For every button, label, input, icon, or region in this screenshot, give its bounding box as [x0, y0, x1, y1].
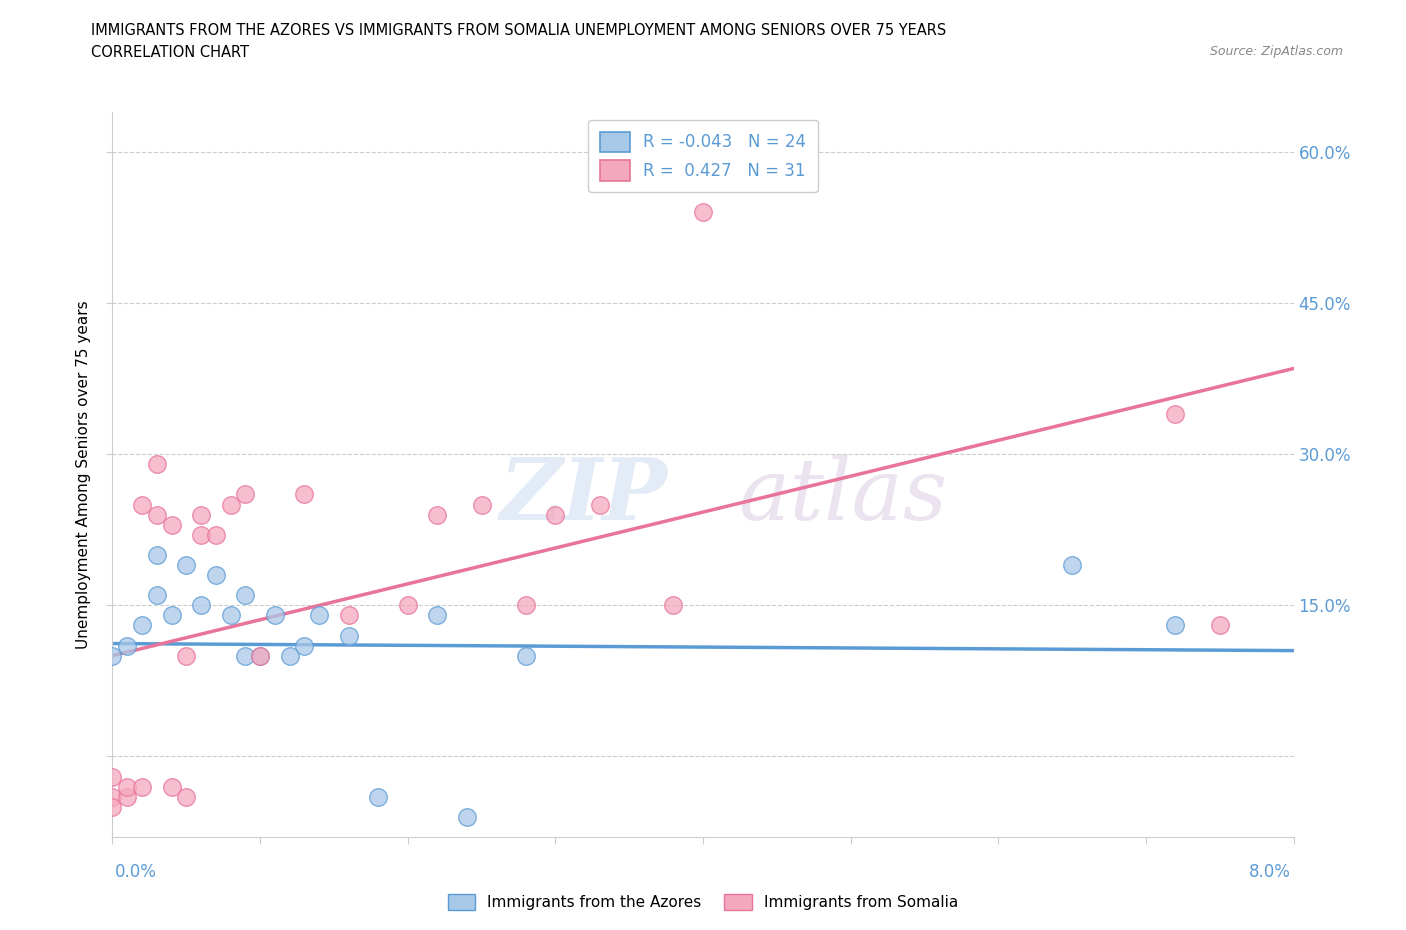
Text: CORRELATION CHART: CORRELATION CHART — [91, 45, 249, 60]
Point — [190, 527, 212, 542]
Point — [308, 608, 330, 623]
Point — [292, 638, 315, 653]
Point — [1208, 618, 1232, 633]
Point — [131, 498, 153, 512]
Point — [101, 648, 124, 663]
Point — [101, 769, 124, 784]
Point — [117, 790, 138, 804]
Text: atlas: atlas — [738, 455, 948, 538]
Point — [101, 790, 124, 804]
Point — [249, 648, 271, 663]
Point — [146, 457, 169, 472]
Point — [205, 527, 228, 542]
Point — [160, 517, 183, 532]
Point — [174, 648, 197, 663]
Point — [662, 598, 685, 613]
Text: ZIP: ZIP — [499, 455, 668, 538]
Point — [471, 498, 494, 512]
Point — [131, 618, 153, 633]
Point — [146, 507, 169, 522]
Point — [174, 790, 197, 804]
Point — [146, 548, 169, 563]
Text: IMMIGRANTS FROM THE AZORES VS IMMIGRANTS FROM SOMALIA UNEMPLOYMENT AMONG SENIORS: IMMIGRANTS FROM THE AZORES VS IMMIGRANTS… — [91, 23, 946, 38]
Point — [249, 648, 271, 663]
Point — [692, 205, 714, 219]
Point — [233, 487, 256, 502]
Legend: R = -0.043   N = 24, R =  0.427   N = 31: R = -0.043 N = 24, R = 0.427 N = 31 — [588, 120, 818, 193]
Point — [205, 567, 228, 582]
Point — [367, 790, 389, 804]
Point — [264, 608, 287, 623]
Point — [117, 638, 138, 653]
Point — [174, 558, 197, 573]
Point — [396, 598, 419, 613]
Point — [219, 608, 242, 623]
Text: Source: ZipAtlas.com: Source: ZipAtlas.com — [1209, 45, 1343, 58]
Text: 0.0%: 0.0% — [115, 863, 157, 882]
Point — [1164, 406, 1187, 421]
Point — [1164, 618, 1187, 633]
Point — [233, 648, 256, 663]
Point — [292, 487, 315, 502]
Point — [588, 498, 610, 512]
Point — [233, 588, 256, 603]
Point — [515, 648, 537, 663]
Point — [190, 598, 212, 613]
Point — [146, 588, 169, 603]
Point — [219, 498, 242, 512]
Point — [160, 608, 183, 623]
Point — [456, 809, 478, 824]
Point — [101, 800, 124, 815]
Point — [337, 628, 360, 643]
Y-axis label: Unemployment Among Seniors over 75 years: Unemployment Among Seniors over 75 years — [76, 300, 91, 648]
Point — [515, 598, 537, 613]
Point — [544, 507, 567, 522]
Point — [1062, 558, 1084, 573]
Point — [426, 507, 449, 522]
Point — [337, 608, 360, 623]
Point — [131, 779, 153, 794]
Point — [278, 648, 301, 663]
Point — [160, 779, 183, 794]
Legend: Immigrants from the Azores, Immigrants from Somalia: Immigrants from the Azores, Immigrants f… — [440, 886, 966, 918]
Point — [190, 507, 212, 522]
Point — [426, 608, 449, 623]
Point — [117, 779, 138, 794]
Text: 8.0%: 8.0% — [1249, 863, 1291, 882]
